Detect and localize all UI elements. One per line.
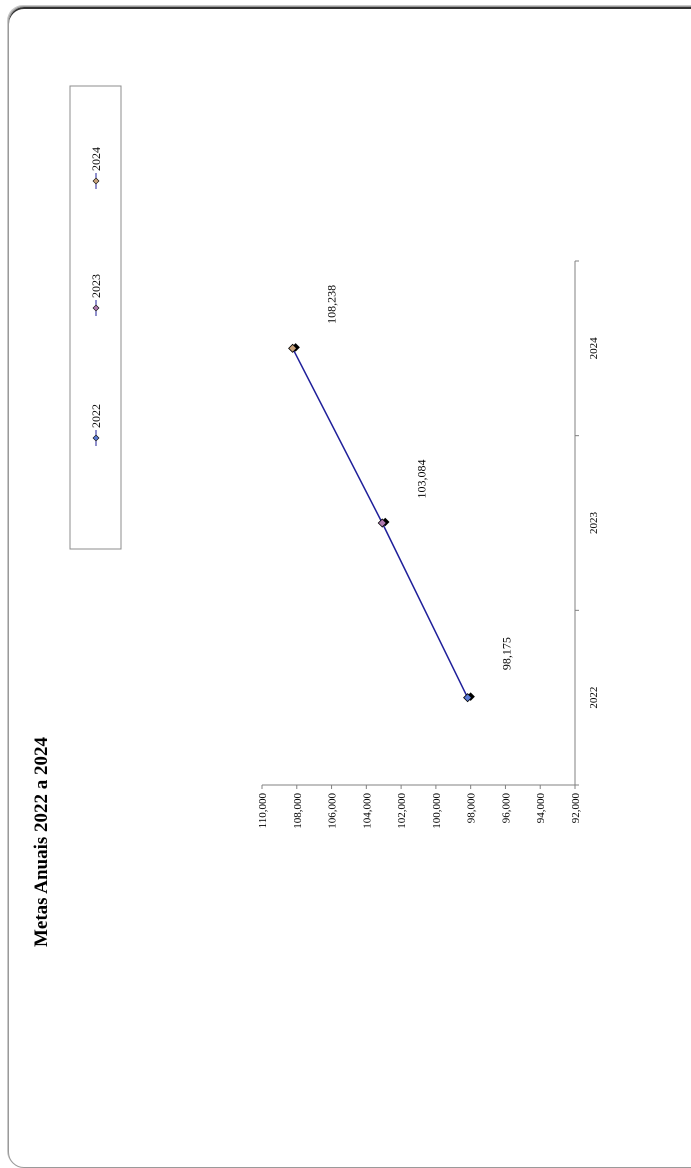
legend-marker (92, 434, 100, 442)
data-point (463, 693, 473, 703)
x-tick-label: 2023 (588, 512, 600, 535)
x-tick-label: 2024 (588, 337, 600, 360)
data-point (377, 518, 387, 528)
y-tick-label: 96,000 (500, 793, 512, 824)
data-label: 108,238 (325, 285, 339, 324)
legend-marker (92, 177, 100, 185)
chart-frame (8, 6, 691, 1168)
y-tick-label: 110,000 (257, 793, 269, 829)
series: 98,175 103,084 108,238 (288, 285, 514, 703)
data-label: 98,175 (500, 637, 514, 670)
y-tick-label: 92,000 (570, 793, 582, 824)
y-tick-label: 100,000 (431, 793, 443, 829)
axes: 92,000 94,000 96,000 98,000 100,000 102,000 10… (257, 260, 600, 829)
data-point (288, 343, 298, 353)
legend-label: 2023 (89, 274, 103, 298)
legend: 2022 2023 2024 (69, 85, 122, 550)
y-tick-label: 106,000 (327, 793, 339, 829)
y-tick-label: 104,000 (361, 793, 373, 829)
legend-marker (92, 304, 100, 312)
data-label: 103,084 (414, 460, 428, 499)
y-tick-label: 94,000 (535, 793, 547, 824)
legend-box (69, 85, 122, 550)
y-tick-label: 102,000 (396, 793, 408, 829)
legend-label: 2024 (89, 147, 103, 171)
y-tick-label: 98,000 (466, 793, 478, 824)
chart-title: Metas Anuais 2022 a 2024 (31, 736, 52, 947)
legend-label: 2022 (89, 404, 103, 428)
x-tick-label: 2022 (588, 687, 600, 709)
y-tick-label: 108,000 (292, 793, 304, 829)
